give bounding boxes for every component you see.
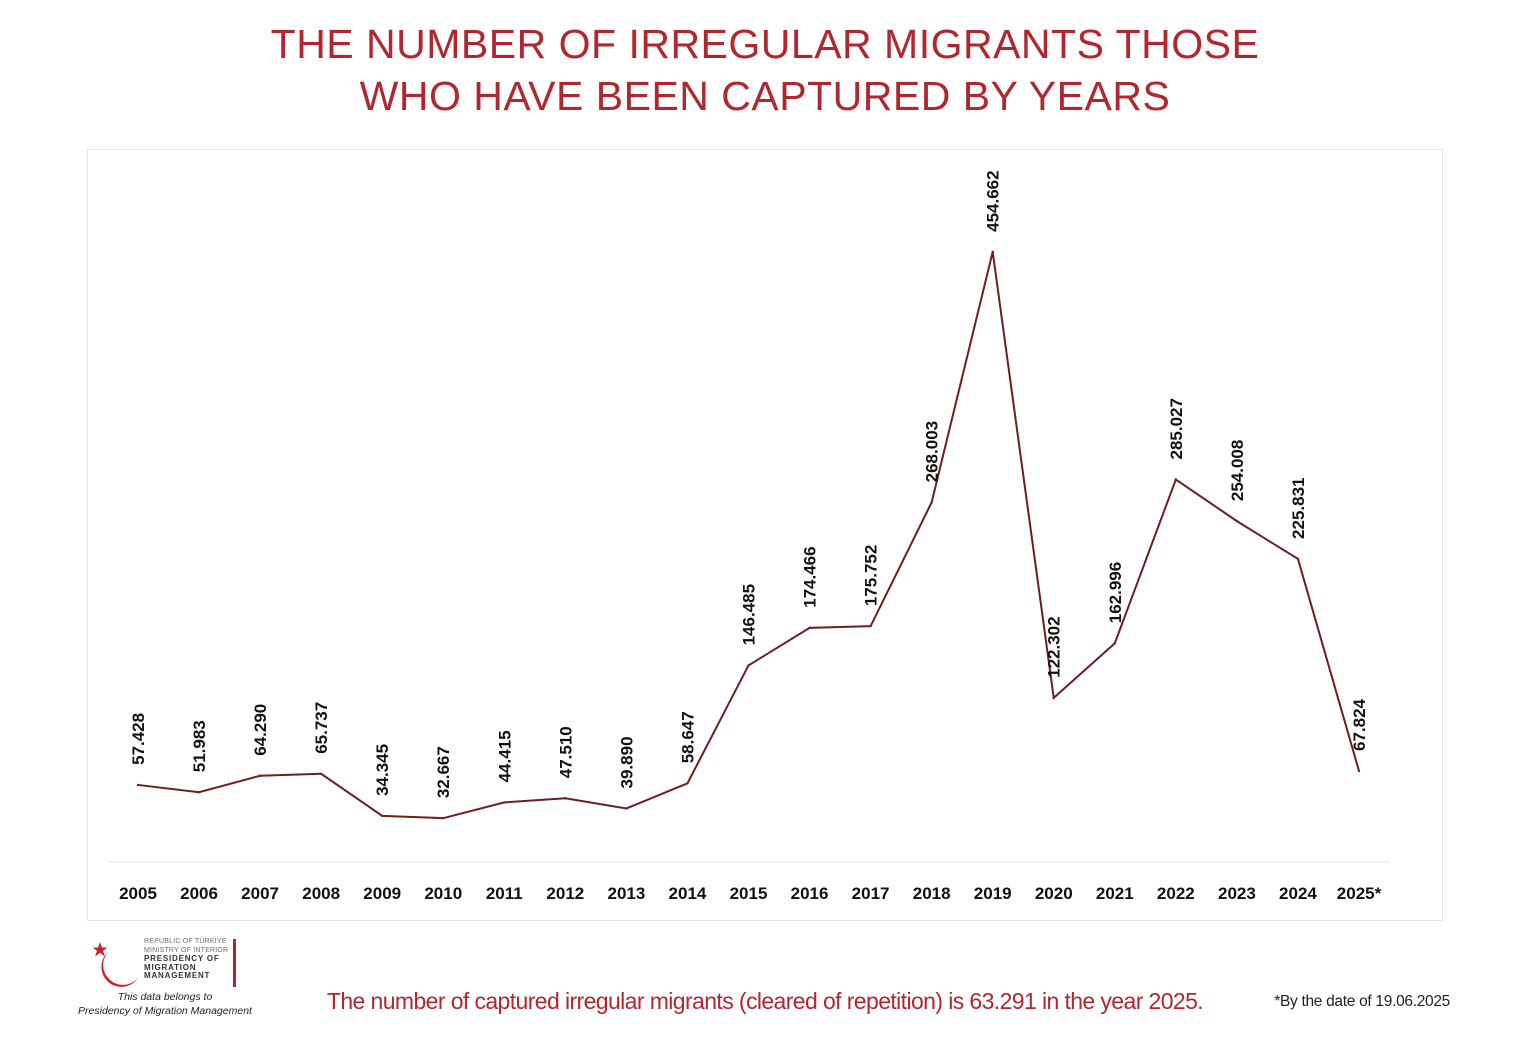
x-tick-label: 2021 xyxy=(1096,884,1134,903)
data-point xyxy=(1357,769,1361,773)
data-point xyxy=(1052,696,1055,700)
x-tick-label: 2015 xyxy=(730,884,768,903)
data-label: 146.485 xyxy=(740,584,759,645)
x-tick-label: 2023 xyxy=(1218,884,1256,903)
data-point xyxy=(1174,478,1178,481)
data-label: 57.428 xyxy=(129,713,148,765)
x-tick-label: 2025* xyxy=(1337,884,1382,903)
data-label: 39.890 xyxy=(617,736,636,788)
x-tick-label: 2012 xyxy=(546,884,584,903)
data-point xyxy=(808,626,811,630)
x-tick-label: 2024 xyxy=(1279,884,1317,903)
data-label: 174.466 xyxy=(801,546,820,607)
x-tick-label: 2019 xyxy=(974,884,1012,903)
chart-title-line-2: WHO HAVE BEEN CAPTURED BY YEARS xyxy=(359,73,1171,119)
data-point xyxy=(869,624,872,628)
logo-line-4: MIGRATION MANAGEMENT xyxy=(144,962,211,981)
x-tick-label: 2011 xyxy=(486,884,523,903)
logo-line-1: REPUBLIC OF TÜRKİYE xyxy=(144,938,227,945)
data-label: 44.415 xyxy=(495,730,514,782)
data-point xyxy=(197,791,201,794)
data-point xyxy=(1113,642,1117,645)
data-label: 64.290 xyxy=(251,704,270,756)
data-label: 47.510 xyxy=(556,726,575,778)
x-tick-label: 2020 xyxy=(1035,884,1073,903)
data-point xyxy=(564,797,567,800)
chart-note: The number of captured irregular migrant… xyxy=(326,988,1204,1014)
logo-divider xyxy=(233,939,236,987)
x-tick-label: 2010 xyxy=(424,884,462,903)
logo-text: REPUBLIC OF TÜRKİYE MINISTRY OF INTERIOR… xyxy=(144,938,230,981)
x-tick-label: 2014 xyxy=(669,884,707,903)
credit-line-1: This data belongs to xyxy=(117,991,213,1003)
data-label: 34.345 xyxy=(373,744,392,796)
data-label: 67.824 xyxy=(1350,698,1369,751)
x-tick-label: 2013 xyxy=(607,884,645,903)
logo-line-3: PRESIDENCY OF xyxy=(144,954,220,964)
data-point xyxy=(1296,557,1300,561)
data-point xyxy=(258,774,262,777)
data-label: 454.662 xyxy=(984,170,1003,231)
date-footnote: *By the date of 19.06.2025 xyxy=(1274,993,1450,1010)
data-point xyxy=(381,814,384,818)
data-point xyxy=(747,664,750,667)
data-label: 58.647 xyxy=(678,711,697,763)
chart-frame xyxy=(87,149,1443,921)
x-tick-label: 2006 xyxy=(180,884,218,903)
data-label: 122.302 xyxy=(1045,616,1064,677)
data-credit: This data belongs to Presidency of Migra… xyxy=(70,990,260,1018)
x-tick-label: 2017 xyxy=(852,884,890,903)
chart-title-line-1: THE NUMBER OF IRREGULAR MIGRANTS THOSE xyxy=(270,21,1260,67)
data-point xyxy=(930,501,933,504)
data-label: 254.008 xyxy=(1228,440,1247,501)
data-label: 32.667 xyxy=(434,746,453,798)
x-tick-label: 2018 xyxy=(913,884,951,903)
data-point xyxy=(686,782,689,785)
data-point xyxy=(991,250,994,254)
x-tick-label: 2009 xyxy=(363,884,401,903)
chart-title: THE NUMBER OF IRREGULAR MIGRANTS THOSE W… xyxy=(0,18,1530,122)
x-tick-label: 2008 xyxy=(302,884,340,903)
data-label: 162.996 xyxy=(1106,562,1125,623)
credit-line-2: Presidency of Migration Management xyxy=(78,1005,252,1017)
data-label: 285.027 xyxy=(1167,398,1186,459)
x-tick-label: 2007 xyxy=(241,884,279,903)
data-label: 268.003 xyxy=(923,421,942,482)
x-tick-label: 2005 xyxy=(119,884,157,903)
data-point xyxy=(1235,519,1239,523)
data-label: 225.831 xyxy=(1289,477,1308,538)
data-point xyxy=(319,772,323,775)
data-point xyxy=(442,816,445,820)
data-label: 65.737 xyxy=(312,702,331,754)
logo-line-2: MINISTRY OF INTERIOR xyxy=(144,946,229,954)
crescent-star-icon xyxy=(92,942,138,987)
data-point xyxy=(625,807,628,810)
x-tick-label: 2022 xyxy=(1157,884,1195,903)
data-point xyxy=(136,783,140,787)
x-tick-label: 2016 xyxy=(791,884,829,903)
data-label: 175.752 xyxy=(862,545,881,606)
data-label: 51.983 xyxy=(190,720,209,772)
data-point xyxy=(503,801,506,804)
